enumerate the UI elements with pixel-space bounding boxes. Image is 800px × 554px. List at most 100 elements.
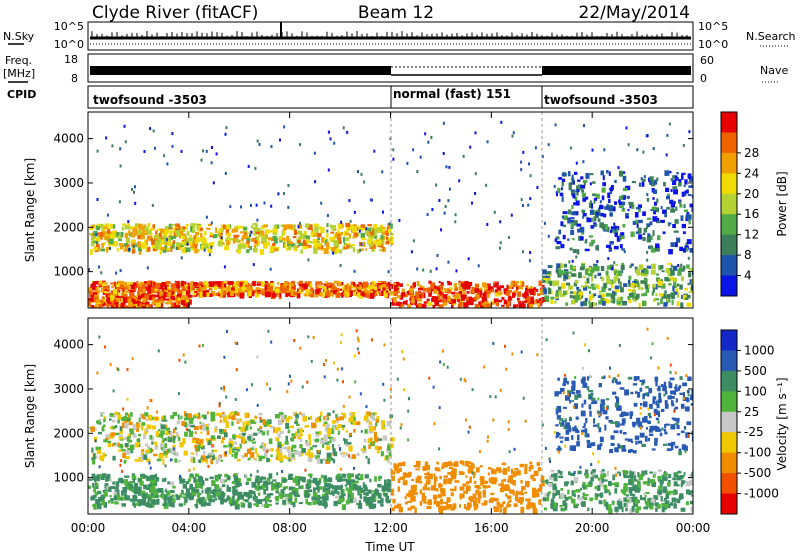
- velocity-pixel: [394, 466, 398, 472]
- velocity-pixel: [520, 480, 523, 484]
- velocity-pixel: [247, 457, 251, 461]
- power-noise-pixel: [628, 201, 631, 205]
- velocity-pixel: [155, 416, 158, 420]
- velocity-pixel: [195, 450, 198, 456]
- velocity-pixel: [649, 471, 654, 474]
- velocity-pixel: [220, 498, 224, 505]
- power-pixel: [184, 284, 189, 291]
- velocity-pixel: [266, 485, 269, 491]
- power-pixel: [167, 239, 170, 243]
- power-pixel: [483, 283, 488, 288]
- power-pixel: [124, 282, 128, 287]
- velocity-pixel: [271, 485, 275, 491]
- power-pixel: [324, 289, 330, 295]
- power-pixel: [101, 301, 105, 307]
- power-noise-pixel: [166, 162, 169, 166]
- velocity-pixel: [644, 495, 647, 498]
- velocity-pixel: [199, 439, 204, 445]
- power-pixel: [92, 281, 96, 286]
- power-pixel: [540, 300, 544, 303]
- velocity-pixel: [619, 501, 623, 508]
- velocity-pixel: [334, 495, 339, 499]
- power-pixel: [638, 209, 641, 213]
- power-pixel: [202, 238, 207, 244]
- power-pixel: [378, 237, 381, 243]
- power-pixel: [158, 283, 164, 289]
- velocity-pixel: [328, 446, 331, 450]
- velocity-pixel: [459, 493, 465, 498]
- velocity-pixel: [93, 494, 97, 499]
- power-pixel: [136, 281, 139, 285]
- power-pixel: [490, 288, 494, 293]
- velocity-pixel: [514, 496, 518, 502]
- power-pixel: [144, 226, 149, 232]
- power-pixel: [112, 224, 116, 229]
- velocity-pixel: [312, 454, 316, 458]
- power-pixel: [653, 211, 656, 215]
- power-pixel: [213, 286, 218, 291]
- power-pixel: [102, 242, 106, 246]
- velocity-pixel: [314, 438, 320, 443]
- power-pixel: [647, 284, 650, 289]
- velocity-pixel: [168, 437, 171, 441]
- power-pixel: [458, 286, 464, 291]
- velocity-pixel: [214, 413, 217, 416]
- velocity-pixel: [475, 497, 478, 501]
- power-noise-pixel: [314, 180, 317, 184]
- power-noise-pixel: [467, 257, 470, 261]
- power-pixel: [247, 242, 250, 249]
- velocity-pixel: [184, 417, 189, 421]
- power-pixel: [680, 268, 685, 272]
- power-pixel: [147, 223, 151, 228]
- power-pixel: [672, 175, 676, 179]
- power-pixel: [382, 246, 385, 252]
- power-pixel: [561, 172, 567, 177]
- power-pixel: [314, 232, 318, 237]
- power-noise-pixel: [527, 203, 530, 207]
- power-colorbar-swatch: [721, 112, 737, 133]
- power-pixel: [664, 290, 667, 294]
- power-pixel: [130, 306, 134, 308]
- power-pixel: [239, 225, 244, 229]
- velocity-pixel: [188, 492, 192, 497]
- velocity-pixel: [357, 477, 361, 480]
- power-pixel: [550, 299, 554, 305]
- velocity-pixel: [535, 492, 540, 496]
- power-colorbar-tick-label: 16: [744, 207, 759, 221]
- velocity-pixel: [138, 443, 141, 447]
- velocity-pixel: [519, 501, 523, 505]
- power-pixel: [91, 235, 95, 241]
- power-pixel: [660, 265, 664, 270]
- velocity-pixel: [573, 493, 576, 497]
- power-pixel: [254, 240, 258, 244]
- power-pixel: [259, 288, 265, 292]
- power-pixel: [537, 304, 541, 308]
- power-pixel: [547, 289, 552, 295]
- power-pixel: [666, 278, 671, 282]
- velocity-pixel: [193, 426, 199, 430]
- power-pixel: [508, 290, 512, 293]
- velocity-pixel: [627, 475, 632, 479]
- velocity-pixel: [130, 450, 134, 454]
- power-pixel: [333, 248, 338, 255]
- velocity-pixel: [359, 490, 362, 495]
- power-pixel: [172, 288, 178, 293]
- velocity-pixel: [294, 475, 300, 481]
- power-pixel: [132, 296, 136, 299]
- power-pixel: [629, 201, 634, 207]
- power-noise-pixel: [119, 147, 122, 151]
- velocity-pixel: [335, 474, 341, 480]
- power-noise-pixel: [111, 144, 114, 148]
- velocity-pixel: [193, 493, 197, 497]
- velocity-pixel: [164, 489, 167, 493]
- power-pixel: [88, 287, 92, 293]
- velocity-pixel: [131, 475, 137, 480]
- velocity-pixel: [667, 503, 671, 509]
- power-pixel: [291, 280, 296, 284]
- velocity-pixel: [491, 468, 494, 475]
- velocity-pixel: [222, 437, 225, 440]
- power-noise-pixel: [462, 154, 465, 158]
- velocity-pixel: [208, 452, 211, 456]
- velocity-pixel: [149, 434, 153, 440]
- power-pixel: [454, 287, 458, 292]
